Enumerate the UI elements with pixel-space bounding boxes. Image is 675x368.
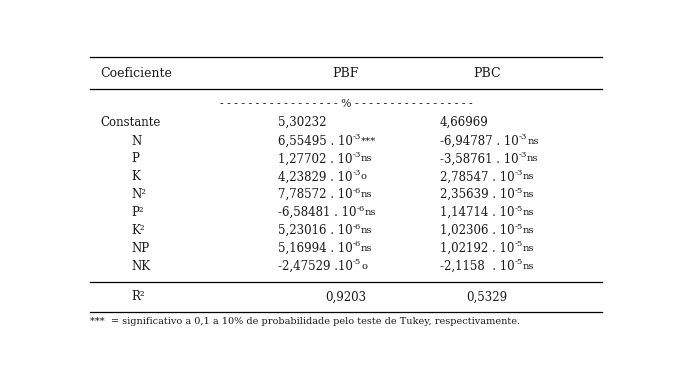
Text: R²: R² [132, 290, 145, 304]
Text: 1,14714 . 10: 1,14714 . 10 [440, 206, 514, 219]
Text: P: P [132, 152, 139, 166]
Text: -3: -3 [515, 169, 523, 177]
Text: NP: NP [132, 242, 150, 255]
Text: ns: ns [361, 226, 373, 235]
Text: 4,66969: 4,66969 [440, 116, 489, 128]
Text: ns: ns [361, 155, 373, 163]
Text: ns: ns [523, 226, 535, 235]
Text: -2,47529 .10: -2,47529 .10 [278, 259, 353, 273]
Text: -3: -3 [352, 169, 361, 177]
Text: P²: P² [132, 206, 144, 219]
Text: -5: -5 [515, 187, 523, 195]
Text: -3,58761 . 10: -3,58761 . 10 [440, 152, 518, 166]
Text: ns: ns [527, 137, 539, 146]
Text: PBF: PBF [333, 67, 359, 81]
Text: 5,30232: 5,30232 [278, 116, 327, 128]
Text: -6,58481 . 10: -6,58481 . 10 [278, 206, 356, 219]
Text: 1,27702 . 10: 1,27702 . 10 [278, 152, 352, 166]
Text: ns: ns [523, 208, 535, 217]
Text: ns: ns [523, 190, 535, 199]
Text: ns: ns [523, 172, 535, 181]
Text: ***: *** [361, 137, 377, 146]
Text: 5,23016 . 10: 5,23016 . 10 [278, 224, 352, 237]
Text: PBC: PBC [473, 67, 501, 81]
Text: -3: -3 [353, 133, 361, 141]
Text: 1,02192 . 10: 1,02192 . 10 [440, 242, 514, 255]
Text: N: N [132, 135, 142, 148]
Text: -5: -5 [514, 205, 523, 213]
Text: 1,02306 . 10: 1,02306 . 10 [440, 224, 515, 237]
Text: - - - - - - - - - - - - - - - - - % - - - - - - - - - - - - - - - - -: - - - - - - - - - - - - - - - - - % - - … [219, 99, 472, 109]
Text: ns: ns [361, 244, 373, 253]
Text: ns: ns [522, 244, 534, 253]
Text: -6: -6 [352, 187, 361, 195]
Text: K²: K² [132, 224, 145, 237]
Text: ns: ns [361, 190, 373, 199]
Text: -6: -6 [352, 240, 361, 248]
Text: 6,55495 . 10: 6,55495 . 10 [278, 135, 353, 148]
Text: -5: -5 [515, 258, 523, 266]
Text: N²: N² [132, 188, 146, 201]
Text: -2,1158  . 10: -2,1158 . 10 [440, 259, 515, 273]
Text: -3: -3 [352, 151, 361, 159]
Text: 0,9203: 0,9203 [325, 290, 367, 304]
Text: -5: -5 [514, 240, 522, 248]
Text: -3: -3 [518, 151, 527, 159]
Text: -5: -5 [353, 258, 361, 266]
Text: -5: -5 [515, 223, 523, 230]
Text: o: o [361, 262, 367, 270]
Text: K: K [132, 170, 140, 183]
Text: 0,5329: 0,5329 [466, 290, 508, 304]
Text: ns: ns [364, 208, 376, 217]
Text: -3: -3 [519, 133, 527, 141]
Text: NK: NK [132, 259, 151, 273]
Text: o: o [361, 172, 367, 181]
Text: 5,16994 . 10: 5,16994 . 10 [278, 242, 352, 255]
Text: 4,23829 . 10: 4,23829 . 10 [278, 170, 352, 183]
Text: ***  = significativo a 0,1 a 10% de probabilidade pelo teste de Tukey, respectiv: *** = significativo a 0,1 a 10% de proba… [90, 317, 520, 326]
Text: Coeficiente: Coeficiente [100, 67, 172, 81]
Text: 2,35639 . 10: 2,35639 . 10 [440, 188, 515, 201]
Text: -6,94787 . 10: -6,94787 . 10 [440, 135, 519, 148]
Text: -6: -6 [352, 223, 361, 230]
Text: 7,78572 . 10: 7,78572 . 10 [278, 188, 352, 201]
Text: ns: ns [527, 155, 539, 163]
Text: 2,78547 . 10: 2,78547 . 10 [440, 170, 515, 183]
Text: ns: ns [523, 262, 535, 270]
Text: Constante: Constante [100, 116, 161, 128]
Text: -6: -6 [356, 205, 365, 213]
